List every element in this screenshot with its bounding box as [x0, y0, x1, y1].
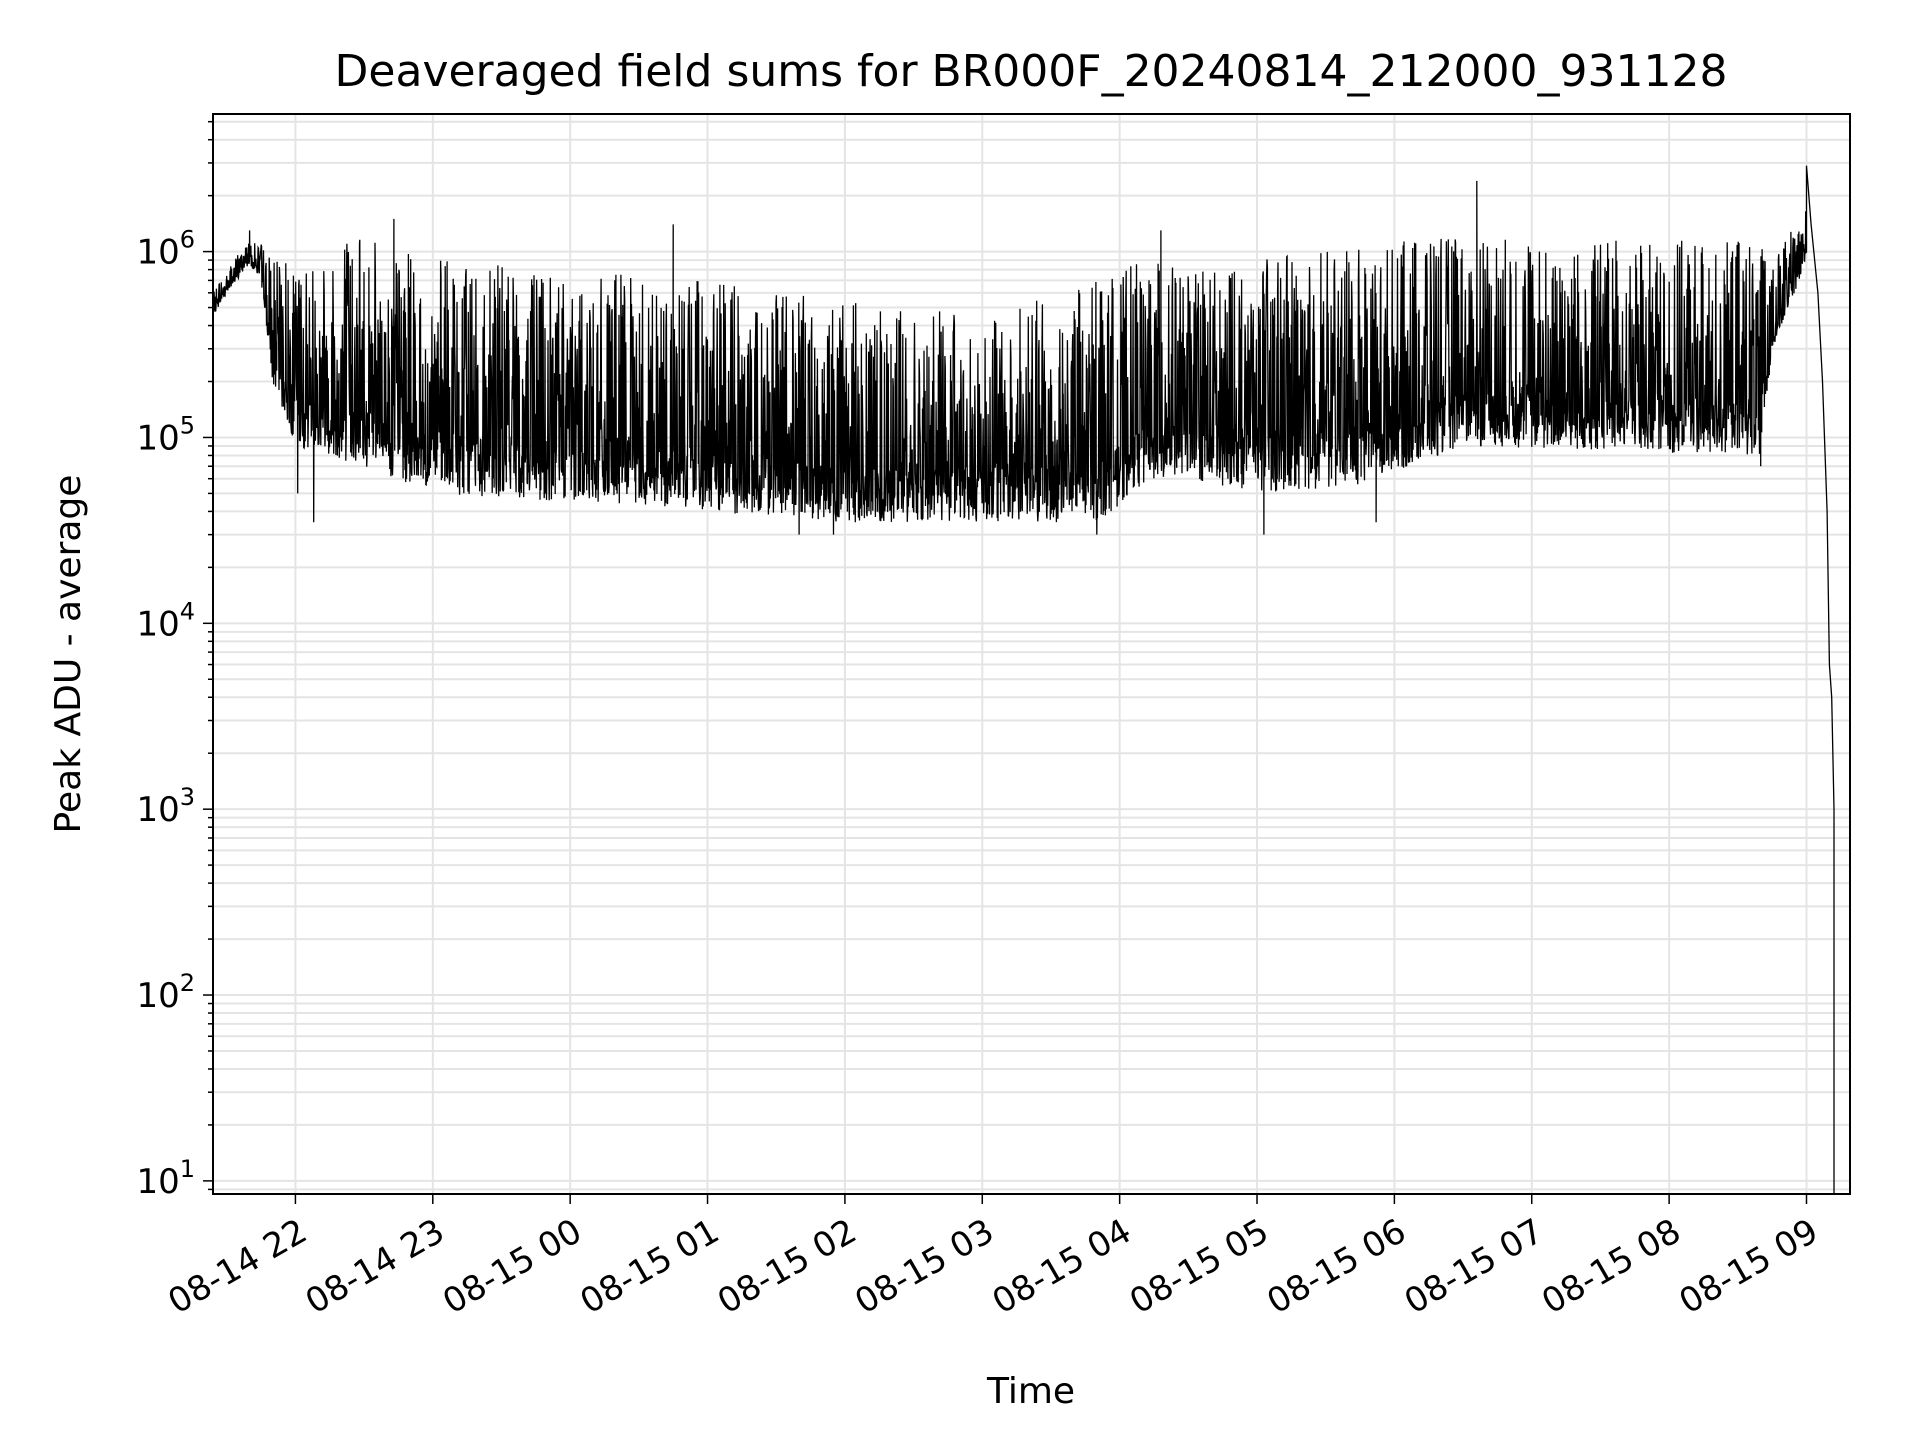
- x-axis-label: Time: [986, 1371, 1075, 1412]
- x-tick-label: 08-15 05: [1123, 1211, 1275, 1322]
- y-tick-label: 101: [136, 1155, 195, 1202]
- x-tick-label: 08-15 08: [1535, 1211, 1687, 1322]
- x-tick-label: 08-15 01: [574, 1211, 726, 1322]
- series-line: [212, 165, 1835, 1194]
- y-axis-label: Peak ADU - average: [48, 475, 89, 834]
- x-tick-label: 08-15 06: [1260, 1211, 1412, 1322]
- y-tick-label: 105: [136, 411, 195, 458]
- y-tick-label: 104: [136, 597, 195, 644]
- x-tick-label: 08-15 03: [848, 1211, 1000, 1322]
- x-tick-label: 08-14 23: [299, 1211, 451, 1322]
- chart-title: Deaveraged field sums for BR000F_2024081…: [335, 46, 1728, 97]
- x-tick-label: 08-15 00: [436, 1211, 588, 1322]
- x-tick-label: 08-14 22: [162, 1211, 314, 1322]
- x-tick-label: 08-15 07: [1398, 1211, 1550, 1322]
- y-tick-label: 102: [136, 969, 195, 1016]
- x-tick-label: 08-15 02: [711, 1211, 863, 1322]
- data-series-line: [212, 165, 1835, 1194]
- y-tick-label: 103: [136, 783, 195, 830]
- x-tick-label: 08-15 04: [986, 1211, 1138, 1322]
- y-tick-label: 106: [136, 226, 195, 273]
- x-tick-label: 08-15 09: [1673, 1211, 1825, 1322]
- plot-frame: [212, 113, 1851, 1195]
